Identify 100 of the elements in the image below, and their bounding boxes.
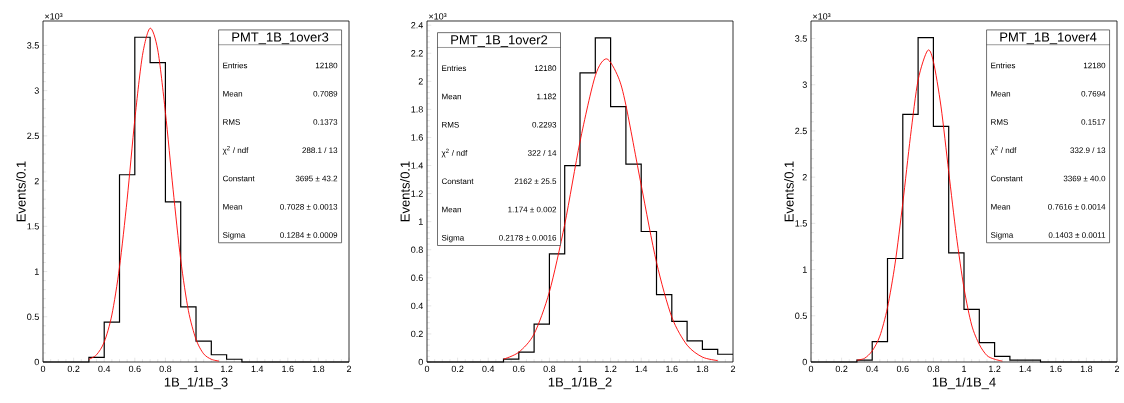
x-tick-label: 0.8 xyxy=(543,365,556,373)
x-tick-label: 0.2 xyxy=(451,365,464,373)
annotation: Mean xyxy=(991,204,1011,210)
annotation: Entries xyxy=(442,65,467,72)
annotation: 0.7694 xyxy=(1081,90,1106,97)
x-tick-label: 1 xyxy=(578,365,583,372)
y-tick-label: 3.5 xyxy=(27,42,39,49)
y-tick-label: 3.5 xyxy=(795,35,807,42)
y-tick-label: 2.2 xyxy=(411,50,423,57)
x-tick-label: 1 xyxy=(962,365,967,372)
y-tick-label: 2.4 xyxy=(411,22,424,29)
x-tick-label: 0.6 xyxy=(896,365,909,373)
y-tick-label: 1.6 xyxy=(411,134,423,141)
y-tick-label: 1.5 xyxy=(27,223,39,230)
y-tick-label: 2 xyxy=(418,78,423,85)
y-tick-label: 1 xyxy=(34,268,39,275)
x-tick-label: 1.4 xyxy=(635,365,648,372)
x-tick-label: 1 xyxy=(194,365,199,372)
y-tick-label: 0.5 xyxy=(27,313,39,320)
annotation: 0.7616 ± 0.0014 xyxy=(1048,203,1106,210)
text: ×10³ xyxy=(813,13,831,20)
x-tick-label: 1.4 xyxy=(251,365,264,372)
annotation: 2162 ± 25.5 xyxy=(514,178,557,185)
annotation: RMS xyxy=(442,121,459,128)
annotation: Mean xyxy=(442,206,461,213)
x-tick-label: 1.2 xyxy=(221,365,233,372)
x-tick-label: 1.2 xyxy=(605,365,617,372)
x-tick-label: 1.8 xyxy=(696,365,709,373)
annotation: 12180 xyxy=(1083,62,1106,69)
annotation: Constant xyxy=(990,175,1023,182)
x-axis-title: 1B_1/1B_2 xyxy=(548,377,612,390)
annotation: 0.1403 ± 0.0011 xyxy=(1048,232,1106,238)
x-tick-label: 1.6 xyxy=(666,365,678,373)
y-tick-label: 0 xyxy=(418,358,423,366)
annotation: RMS xyxy=(991,119,1008,125)
y-tick-label: 1.8 xyxy=(411,106,423,113)
annotation: Mean xyxy=(223,90,243,97)
text: PMT_1B_1over2 xyxy=(451,35,548,47)
y-tick-label: 2 xyxy=(802,174,807,181)
x-tick-label: 1.4 xyxy=(1019,365,1032,372)
x-tick-label: 0.6 xyxy=(512,365,525,373)
annotation: 12180 xyxy=(315,62,338,69)
y-tick-label: 2 xyxy=(34,177,39,185)
y-axis-title: Events/0.1 xyxy=(400,161,410,222)
annotation: 3369 ± 40.0 xyxy=(1063,175,1106,182)
annotation: Mean xyxy=(223,204,243,210)
annotation: RMS xyxy=(223,119,240,125)
y-tick-label: 3 xyxy=(34,87,39,94)
annotation: 0.2293 xyxy=(532,121,557,128)
x-tick-label: 1.8 xyxy=(1080,365,1093,373)
y-tick-label: 0.4 xyxy=(411,302,424,310)
y-tick-label: 1.4 xyxy=(411,162,424,169)
x-tick-label: 1.2 xyxy=(989,365,1001,372)
annotation: Constant xyxy=(441,178,474,185)
y-tick-label: 2.5 xyxy=(795,127,807,135)
x-tick-label: 2 xyxy=(346,365,352,372)
x-tick-label: 0.4 xyxy=(482,365,495,373)
y-tick-label: 1.5 xyxy=(795,220,807,227)
x-tick-label: 1.6 xyxy=(1050,365,1062,373)
annotation: 12180 xyxy=(534,65,557,72)
x-tick-label: 1.8 xyxy=(312,365,325,373)
y-tick-label: 0.5 xyxy=(795,312,807,319)
annotation: 0.7028 ± 0.0013 xyxy=(280,203,338,210)
annotation: 0.7089 xyxy=(313,90,338,97)
y-tick-label: 2.5 xyxy=(27,132,39,140)
annotation: 288.1 / 13 xyxy=(302,147,338,154)
text: ×10³ xyxy=(429,13,447,20)
y-tick-label: 0.8 xyxy=(411,246,423,253)
x-tick-label: 0.4 xyxy=(98,365,111,373)
y-tick-label: 0.2 xyxy=(411,330,423,338)
y-tick-label: 1.2 xyxy=(411,190,423,197)
annotation: 0.1284 ± 0.0009 xyxy=(280,232,338,238)
x-tick-label: 0.6 xyxy=(128,365,141,373)
y-tick-label: 0 xyxy=(34,358,39,366)
annotation: Mean xyxy=(991,90,1011,97)
text: PMT_1B_1over3 xyxy=(232,32,329,45)
annotation: 332.9 / 13 xyxy=(1070,147,1106,154)
y-tick-label: 1 xyxy=(418,218,423,225)
y-tick-label: 0.6 xyxy=(411,274,423,281)
annotation: 1.182 xyxy=(537,93,557,100)
x-tick-label: 2 xyxy=(730,365,736,372)
x-tick-label: 0.2 xyxy=(67,365,80,373)
annotation: 0.2178 ± 0.0016 xyxy=(499,234,557,241)
annotation: 3695 ± 43.2 xyxy=(295,175,338,182)
x-tick-label: 2 xyxy=(1114,365,1120,372)
y-tick-label: 1 xyxy=(802,266,807,273)
annotation: χ$^{2}$ / ndf xyxy=(441,148,468,158)
annotation: 322 / 14 xyxy=(527,149,557,156)
annotation: Sigma xyxy=(222,231,246,240)
line-series xyxy=(88,27,220,362)
x-tick-label: 0 xyxy=(808,365,814,373)
annotation: Entries xyxy=(223,62,248,69)
x-tick-label: 0.8 xyxy=(159,365,172,373)
y-tick-label: 0 xyxy=(802,358,807,366)
annotation: 1.174 ± 0.002 xyxy=(508,206,557,213)
annotation: 0.1373 xyxy=(313,119,338,125)
x-tick-label: 0.4 xyxy=(866,365,879,373)
annotation: 0.1517 xyxy=(1081,119,1106,125)
y-axis-title: Events/0.1 xyxy=(784,161,794,222)
annotation: Constant xyxy=(222,175,255,182)
